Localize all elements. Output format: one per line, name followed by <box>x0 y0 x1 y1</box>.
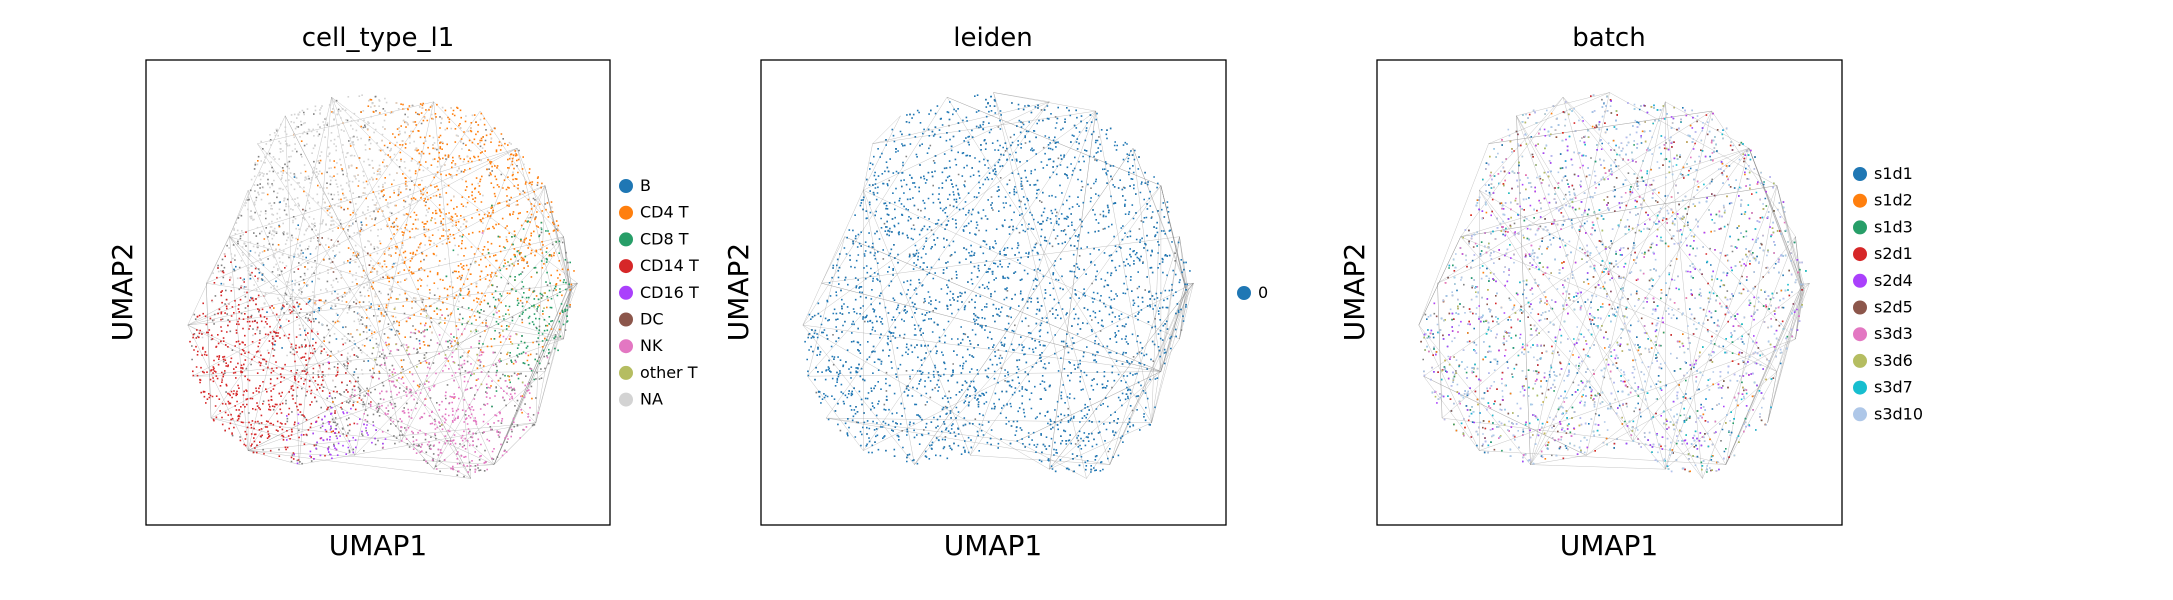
legend-marker <box>1853 327 1867 342</box>
panel-title: leiden <box>953 23 1032 53</box>
legend-label: CD4 T <box>640 203 689 222</box>
legend-label: s1d3 <box>1874 217 1913 236</box>
legend-label: NK <box>640 336 663 355</box>
scatter-points-cd14-t <box>189 231 374 461</box>
scatter-points-s1d2 <box>1433 106 1783 473</box>
scatter-points-s2d4 <box>1423 100 1801 473</box>
legend-marker <box>1853 380 1867 395</box>
scatter-points-other-t <box>359 217 546 426</box>
y-axis-label: UMAP2 <box>1338 243 1371 342</box>
legend-marker <box>1853 167 1867 181</box>
legend-marker <box>619 365 633 380</box>
legend-marker <box>619 232 633 247</box>
axes-frame <box>1376 59 1843 526</box>
legend-label: s1d2 <box>1874 191 1913 210</box>
legend-marker <box>619 339 633 354</box>
legend-label: other T <box>640 363 698 382</box>
x-axis-label: UMAP1 <box>944 529 1043 562</box>
panel-batch: batch UMAP1 UMAP2 s1d1 s1d2 s1d3 s2d1 s2d4 s2… <box>1338 23 1923 562</box>
scatter-points-s3d6 <box>1423 95 1803 471</box>
panel-title: batch <box>1572 23 1645 53</box>
x-axis-label: UMAP1 <box>1560 529 1659 562</box>
axes-frame <box>760 59 1227 526</box>
legend-marker <box>1853 300 1867 315</box>
scatter-points <box>189 94 575 478</box>
axes-frame <box>145 59 611 526</box>
legend-marker <box>619 312 633 327</box>
legend-label: DC <box>640 310 664 329</box>
legend-marker <box>1237 286 1251 300</box>
scatter-points-cd8-t <box>426 204 571 408</box>
legend-label: s3d3 <box>1874 324 1913 343</box>
legend-marker <box>619 259 633 274</box>
legend-marker <box>619 205 633 220</box>
legend-marker <box>619 285 633 300</box>
legend-label: NA <box>640 390 663 409</box>
neighbor-edges <box>187 97 578 479</box>
edge-bundle <box>187 97 578 479</box>
legend: s1d1 s1d2 s1d3 s2d1 s2d4 s2d5 s3d3 s3d6 s3d7 s3d1… <box>1853 164 1923 423</box>
legend-label: CD16 T <box>640 283 699 302</box>
scatter-points-s1d1 <box>1423 95 1803 472</box>
legend-label: s2d4 <box>1874 271 1913 290</box>
scatter-points-0 <box>804 94 1191 473</box>
legend-marker <box>1853 273 1867 288</box>
scatter-points-nk <box>349 232 549 473</box>
legend-marker <box>1853 247 1867 262</box>
legend-label: CD8 T <box>640 229 689 248</box>
scatter-points <box>1420 94 1807 473</box>
legend-marker <box>1853 220 1867 235</box>
y-axis-label: UMAP2 <box>722 243 755 342</box>
panel-leiden: leiden UMAP1 UMAP2 0 <box>722 23 1268 562</box>
panel-cell-type: cell_type_l1 UMAP1 UMAP2 B CD4 T CD8 T CD14… <box>106 23 699 562</box>
legend-label: CD14 T <box>640 256 699 275</box>
legend-marker <box>1853 407 1867 422</box>
legend-label: s2d1 <box>1874 244 1913 263</box>
legend-label: 0 <box>1258 283 1268 302</box>
legend-marker <box>619 392 633 407</box>
y-axis-label: UMAP2 <box>106 243 139 342</box>
legend-marker <box>619 179 633 193</box>
scatter-points <box>804 94 1191 473</box>
legend-label: s3d7 <box>1874 378 1913 397</box>
legend-label: s1d1 <box>1874 164 1913 183</box>
legend-label: s3d10 <box>1874 404 1923 423</box>
legend: 0 <box>1237 283 1268 302</box>
legend-label: s3d6 <box>1874 351 1913 370</box>
scatter-points-dc <box>300 201 384 305</box>
legend-marker <box>1853 353 1867 368</box>
panel-title: cell_type_l1 <box>302 23 455 53</box>
legend: B CD4 T CD8 T CD14 T CD16 T DC NK other T NA <box>619 176 699 409</box>
x-axis-label: UMAP1 <box>329 529 428 562</box>
legend-label: B <box>640 176 651 195</box>
legend-marker <box>1853 193 1867 208</box>
legend-label: s2d5 <box>1874 298 1913 317</box>
